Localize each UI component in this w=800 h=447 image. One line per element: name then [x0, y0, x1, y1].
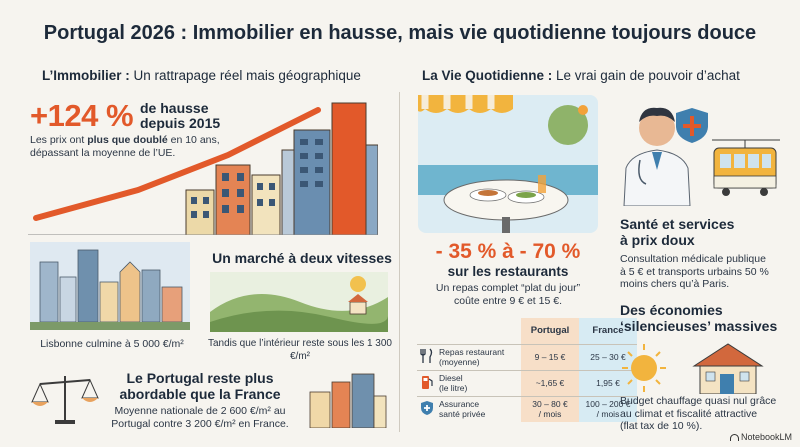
row-label-line1: Diesel	[439, 373, 463, 383]
growth-percentage: +124 %	[30, 98, 134, 133]
savings-desc-line1: Budget chauffage quasi nul grâce	[620, 395, 777, 407]
interior-caption: Tandis que l’intérieur reste sous les 1 …	[208, 338, 392, 362]
two-speed-title: Un marché à deux vitesses	[212, 250, 392, 266]
brand-label: NotebookLM	[740, 432, 792, 442]
restaurant-desc-line1: Un repas complet “plat du jour”	[435, 282, 581, 294]
cell-france-line2: / mois	[596, 409, 620, 420]
health-title-line2: à prix doux	[620, 232, 695, 248]
left-section-title-bold: L’Immobilier :	[42, 68, 130, 83]
skyline-growth-illustration	[28, 102, 378, 235]
health-title-line1: Santé et services	[620, 216, 735, 232]
health-shield-icon	[417, 395, 437, 422]
restaurant-label: sur les restaurants	[447, 264, 569, 279]
affordable-description: Moyenne nationale de 2 600 €/m² au Portu…	[105, 405, 295, 430]
buildings-icon	[309, 373, 387, 428]
right-section-title: La Vie Quotidienne : Le vrai gain de pou…	[422, 68, 740, 83]
left-section-title: L’Immobilier : Un rattrapage réel mais g…	[42, 68, 361, 83]
table-header-france: France	[579, 318, 637, 344]
sun-house-illustration	[622, 343, 764, 394]
right-section-title-rest: Le vrai gain de pouvoir d’achat	[552, 68, 740, 83]
savings-title-line2: ‘silencieuses’ massives	[620, 318, 778, 334]
page-title: Portugal 2026 : Immobilier en hausse, ma…	[43, 22, 757, 44]
right-section-title-bold: La Vie Quotidienne :	[422, 68, 553, 83]
affordable-title-line1: Le Portugal reste plus	[126, 370, 274, 386]
growth-label-line1: de hausse	[140, 100, 209, 116]
affordable-title: Le Portugal reste plus abordable que la …	[110, 370, 290, 402]
affordable-desc-line1: Moyenne nationale de 2 600 €/m² au	[114, 405, 286, 417]
row-label-line1: Repas restaurant	[439, 347, 505, 357]
cell-portugal-line2: / mois	[538, 409, 562, 420]
cell-portugal: ~1,65 €	[521, 369, 579, 396]
brand-watermark: NotebookLM	[729, 432, 792, 442]
savings-title-line1: Des économies	[620, 302, 723, 318]
health-description: Consultation médicale publique à 5 € et …	[620, 253, 769, 291]
lisbon-caption: Lisbonne culmine à 5 000 €/m²	[40, 338, 184, 350]
cell-france: 100 – 200 € / mois	[579, 395, 637, 422]
section-divider	[399, 92, 400, 432]
cell-portugal-line1: 30 – 80 €	[532, 399, 568, 410]
growth-description: Les prix ont plus que doublé en 10 ans, …	[30, 134, 220, 159]
notebooklm-logo-icon	[729, 434, 739, 442]
restaurant-description: Un repas complet “plat du jour” coûte en…	[414, 282, 602, 307]
cell-portugal: 30 – 80 € / mois	[521, 395, 579, 422]
savings-title: Des économies ‘silencieuses’ massives	[620, 302, 777, 334]
savings-desc-line3: (flat tax de 10 %).	[620, 420, 703, 432]
growth-label-line2: depuis 2015	[140, 115, 221, 131]
affordable-title-line2: abordable que la France	[119, 386, 281, 402]
row-label-line2: santé privée	[439, 409, 486, 420]
health-desc-line2: à 5 € et transports urbains 50 %	[620, 265, 769, 278]
growth-desc-line2: dépassant la moyenne de l’UE.	[30, 146, 176, 159]
table-row: Assurance santé privée 30 – 80 € / mois 10…	[417, 395, 637, 422]
cell-france-line1: 100 – 200 €	[585, 399, 631, 410]
restaurant-terrace-illustration	[418, 95, 598, 233]
restaurant-percentage: - 35 % à - 70 %	[435, 240, 581, 263]
row-label-line1: Assurance	[439, 399, 480, 410]
row-label-line2: (moyenne)	[439, 357, 480, 367]
growth-desc-post: en 10 ans,	[167, 134, 220, 146]
savings-desc-line2: au climat et fiscalité attractive	[620, 407, 758, 420]
growth-label: de hausse depuis 2015	[140, 101, 220, 131]
cutlery-icon	[417, 343, 437, 370]
affordable-desc-line2: Portugal contre 3 200 €/m² en France.	[111, 417, 289, 430]
health-desc-line1: Consultation médicale publique	[620, 253, 766, 265]
row-label-line2: (le litre)	[439, 383, 468, 393]
table-row: Diesel (le litre) ~1,65 € 1,95 €	[417, 369, 637, 396]
lisbon-city-illustration	[30, 242, 190, 330]
growth-desc-pre: Les prix ont	[30, 134, 88, 146]
left-section-title-rest: Un rattrapage réel mais géographique	[129, 68, 361, 83]
health-desc-line3: moins chers qu’à Paris.	[620, 278, 730, 290]
countryside-illustration	[210, 272, 388, 332]
health-title: Santé et services à prix doux	[620, 216, 734, 248]
fuel-pump-icon	[417, 369, 437, 396]
table-row: Repas restaurant (moyenne) 9 – 15 € 25 – …	[417, 343, 637, 370]
table-header-portugal: Portugal	[521, 318, 579, 344]
cell-france: 1,95 €	[579, 369, 637, 396]
growth-desc-bold: plus que doublé	[87, 134, 168, 146]
scale-icon	[31, 376, 99, 424]
restaurant-desc-line2: coûte entre 9 € et 15 €.	[454, 294, 562, 307]
savings-description: Budget chauffage quasi nul grâce au clim…	[620, 395, 776, 433]
doctor-tram-illustration	[623, 107, 780, 206]
cell-france: 25 – 30 €	[579, 343, 637, 370]
cell-portugal: 9 – 15 €	[521, 343, 579, 370]
price-comparison-table: Portugal France Repas restaurant (moyenne…	[417, 318, 637, 422]
